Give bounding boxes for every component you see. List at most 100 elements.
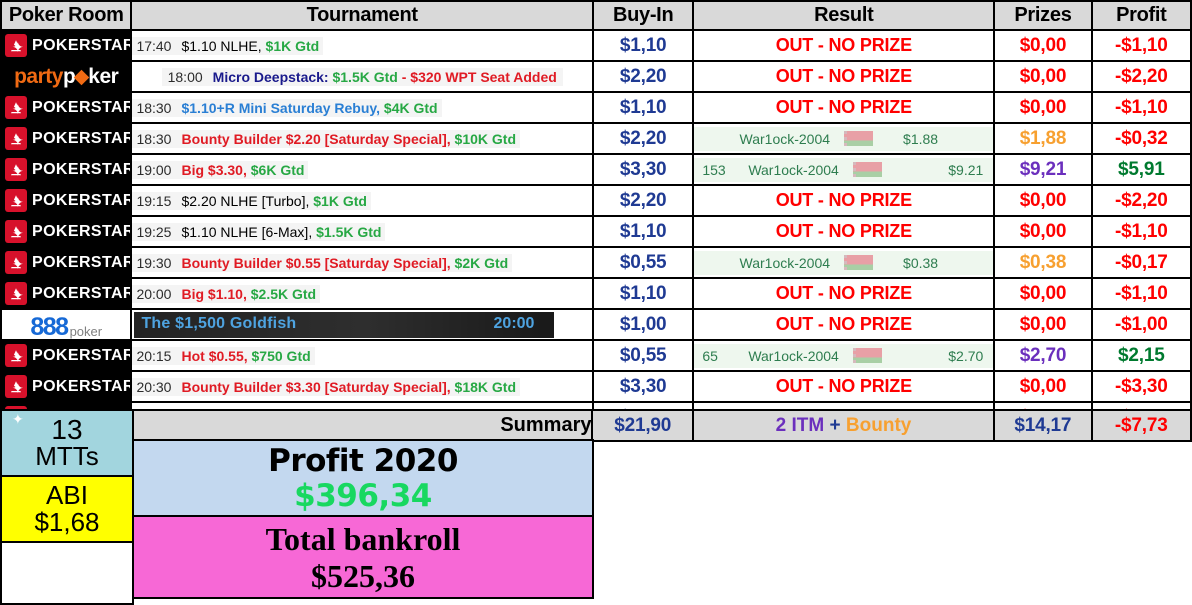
spade-icon: ✦ (5, 96, 27, 119)
tournament-name-part: $2.5K Gtd (246, 285, 317, 302)
tournament-cell: 19:30 Bounty Builder $0.55 [Saturday Spec… (130, 246, 594, 279)
tournament-name-part: $1.5K Gtd (328, 68, 398, 85)
partypoker-wordmark-p: p (62, 64, 76, 88)
result-player-nickname: War1ock-2004 (739, 130, 831, 147)
buy-in-value: $1,10 (591, 29, 695, 62)
poker-room-pokerstars: ✦ POKERSTARS (0, 29, 133, 62)
tournament-banner-title: The $1,500 Goldfish (141, 315, 297, 332)
mtt-count-cell: 13 MTTs (0, 409, 134, 477)
tournament-name-part: $4K Gtd (380, 99, 438, 116)
partypoker-wordmark-ker: ker (88, 64, 119, 88)
pokerstars-wordmark: POKERSTARS (32, 191, 129, 209)
tournament-cell: 19:15 $2.20 NLHE [Turbo], $1K Gtd (130, 184, 594, 217)
pokerstars-logo: ✦ POKERSTARS (3, 249, 129, 276)
table-row: ✦ POKERSTARS 20:30 Bounty Builder $3.30 [Sa… (0, 370, 1192, 403)
tournament-name-part: $1.10 NLHE, (181, 37, 262, 54)
result-amount-won: $1.88 (903, 130, 939, 147)
tournament-name-wrap: 20:00 Big $1.10, $2.5K Gtd (133, 284, 321, 303)
pokerstars-logo: ✦ POKERSTARS (3, 342, 129, 369)
prize-value: $9,21 (993, 153, 1093, 186)
tournament-name-part: $18K Gtd (450, 378, 517, 395)
summary-plus: + (829, 414, 841, 436)
tournament-cell: 19:00 Big $3.30, $6K Gtd (130, 153, 594, 186)
tournament-name-wrap: 18:00 Micro Deepstack: $1.5K Gtd - $320 W… (161, 67, 563, 86)
poker-room-pokerstars: ✦ POKERSTARS (0, 246, 133, 279)
total-bankroll-value: $525,36 (311, 558, 415, 594)
tournament-cell: 19:25 $1.10 NLHE [6-Max], $1.5K Gtd (130, 215, 594, 248)
tournament-name-wrap: 18:30 $1.10+R Mini Saturday Rebuy, $4K Gt… (133, 98, 442, 117)
pokerstars-wordmark: POKERSTARS (32, 346, 129, 364)
result-win-line: War1ock-2004 $0.38 (695, 250, 993, 275)
tournament-time: 18:30 (136, 99, 172, 116)
abi-row: ABI $1,68 (0, 475, 134, 543)
tournament-name-wrap: 19:15 $2.20 NLHE [Turbo], $1K Gtd (133, 191, 371, 210)
tournament-name-part: Bounty Builder $2.20 [Saturday Special], (181, 130, 451, 147)
blank-cell (0, 541, 134, 605)
tournament-name-wrap: 19:00 Big $3.30, $6K Gtd (133, 160, 309, 179)
profit-value: -$2,20 (1090, 184, 1192, 217)
tournament-name-part: Hot $0.55, (181, 347, 248, 364)
tournament-cell: 20:00 Big $1.10, $2.5K Gtd (130, 277, 594, 310)
total-bankroll-row: Total bankroll $525,36 (132, 515, 594, 599)
buy-in-value: $3,30 (591, 153, 695, 186)
pokerstars-logo: ✦ POKERSTARS (3, 280, 129, 307)
tournament-banner-time: 20:00 (493, 315, 535, 332)
result-player-nickname: War1ock-2004 (748, 161, 839, 178)
tournament-name-part: Big $3.30, (181, 161, 247, 178)
prize-value: $0,00 (993, 60, 1093, 93)
buy-in-value: $1,10 (591, 277, 695, 310)
tournament-name-part: Bounty Builder $3.30 [Saturday Special], (181, 378, 451, 395)
summary-row-table: Summary $21,90 2 ITM + Bounty $14,17 -$7… (0, 409, 1192, 442)
table-row: 888 poker The $1,500 Goldfish 20:00 $1,00 OUT… (0, 308, 1192, 341)
stats-table: 13 MTTs ABI $1,68 (0, 409, 134, 605)
tournament-name-part: $1K Gtd (309, 192, 367, 209)
pokerstars-logo: ✦ POKERSTARS (3, 218, 129, 245)
tournament-cell: 20:15 Hot $0.55, $750 Gtd (130, 339, 594, 372)
summary-prizes-total: $14,17 (993, 409, 1093, 442)
tournament-name-wrap: 18:30 Bounty Builder $2.20 [Saturday Spec… (133, 129, 521, 148)
result-win-line: War1ock-2004 $1.88 (695, 126, 993, 151)
buy-in-value: $1,10 (591, 215, 695, 248)
blank-row (0, 541, 134, 605)
poker-room-888poker: 888 poker (0, 308, 133, 341)
poker-room-pokerstars: ✦ POKERSTARS (0, 215, 133, 248)
profit-2020-title: Profit 2020 (268, 443, 458, 479)
poker-room-pokerstars: ✦ POKERSTARS (0, 370, 133, 403)
table-row: ✦ POKERSTARS 19:15 $2.20 NLHE [Turbo], $1K … (0, 184, 1192, 217)
888poker-wordmark-number: 888 (30, 313, 69, 340)
pokerstars-wordmark: POKERSTARS (32, 284, 129, 302)
result-player-nickname: War1ock-2004 (748, 347, 839, 364)
poker-room-pokerstars: ✦ POKERSTARS (0, 153, 133, 186)
poker-room-pokerstars: ✦ POKERSTARS (0, 184, 133, 217)
prize-value: $0,00 (993, 370, 1093, 403)
poker-room-partypoker: party p ker (0, 60, 133, 93)
tournament-cell: 18:30 Bounty Builder $2.20 [Saturday Spec… (130, 122, 594, 155)
spade-icon: ✦ (5, 189, 27, 212)
profit-value: -$0,17 (1090, 246, 1192, 279)
tournament-name-wrap: 17:40 $1.10 NLHE, $1K Gtd (133, 36, 324, 55)
buy-in-value: $1,00 (591, 308, 695, 341)
pokerstars-logo: ✦ POKERSTARS (3, 373, 129, 400)
spade-icon: ✦ (5, 375, 27, 398)
total-bankroll-cell: Total bankroll $525,36 (132, 515, 594, 599)
tournament-name-part: Bounty Builder $0.55 [Saturday Special], (181, 254, 451, 271)
star-icon: ✦ (12, 256, 24, 272)
spade-icon: ✦ (5, 158, 27, 181)
tournament-name-part: $1.10+R Mini Saturday Rebuy, (181, 99, 381, 116)
buy-in-value: $2,20 (591, 60, 695, 93)
spade-icon: ✦ (5, 282, 27, 305)
summary-itm: 2 ITM (775, 414, 825, 436)
star-icon: ✦ (12, 39, 24, 55)
spade-icon: ✦ (5, 344, 27, 367)
profit-value: -$3,30 (1090, 370, 1192, 403)
result-rank: 153 (702, 161, 726, 178)
pokerstars-logo: ✦ POKERSTARS (3, 125, 129, 152)
column-header-result: Result (692, 0, 996, 31)
result-win-line: 65 War1ock-2004 $2.70 (695, 343, 993, 368)
table-row: ✦ POKERSTARS 19:30 Bounty Builder $0.55 [Sa… (0, 246, 1192, 279)
tournament-results-table: Poker Room Tournament Buy-In Result Priz… (0, 0, 1192, 434)
buy-in-value: $0,55 (591, 339, 695, 372)
table-row: ✦ POKERSTARS 18:30 Bounty Builder $2.20 [Sa… (0, 122, 1192, 155)
